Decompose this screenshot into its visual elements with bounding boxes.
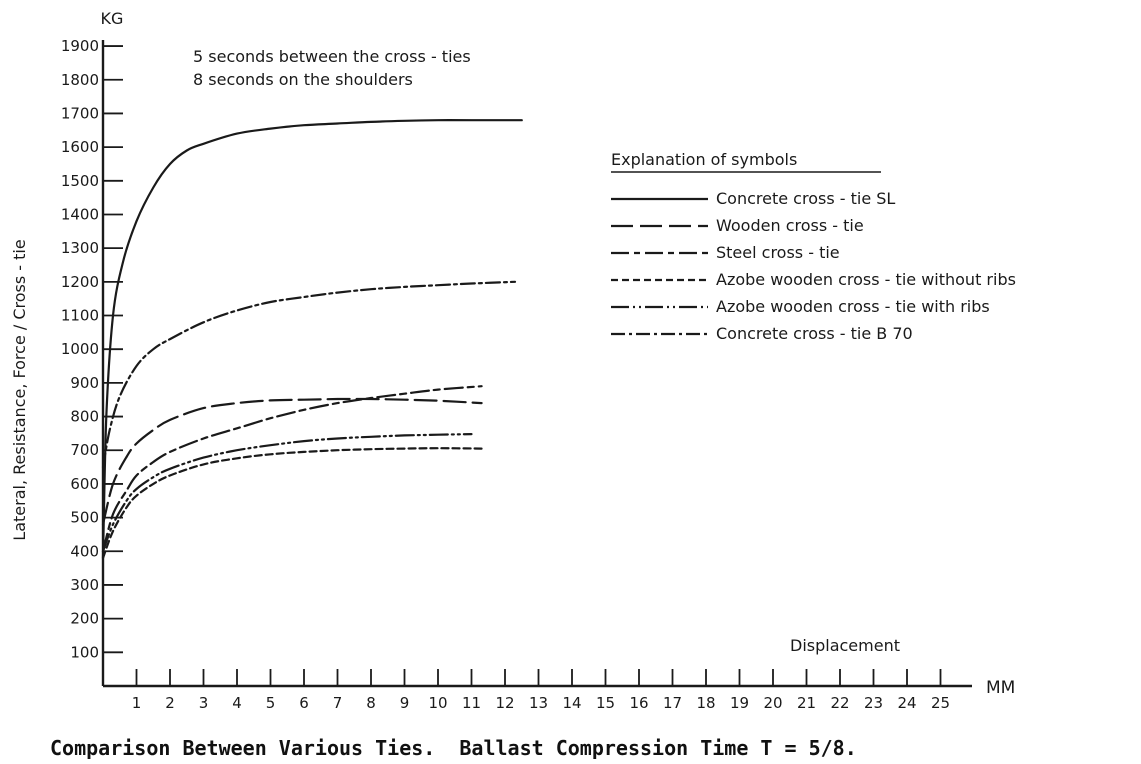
x-tick-label: 16	[629, 694, 648, 712]
x-tick-label: 25	[931, 694, 950, 712]
y-tick-label: 1900	[61, 37, 99, 55]
legend-title: Explanation of symbols	[611, 150, 797, 169]
x-tick-label: 23	[864, 694, 883, 712]
series-line-6	[101, 280, 517, 469]
series-line-4	[101, 447, 483, 560]
x-tick-label: 17	[663, 694, 682, 712]
x-tick-label: 1	[132, 694, 142, 712]
y-tick-label: 600	[70, 475, 99, 493]
note-line-1: 5 seconds between the cross - ties	[193, 47, 471, 66]
y-tick-label: 1300	[61, 239, 99, 257]
x-tick-label: 7	[333, 694, 343, 712]
y-tick-label: 1400	[61, 205, 99, 223]
x-tick-label: 14	[562, 694, 581, 712]
x-tick-label: 18	[696, 694, 715, 712]
figure-caption: Comparison Between Various Ties. Ballast…	[50, 736, 857, 760]
y-tick-label: 800	[70, 408, 99, 426]
x-ticks: 1 2 3 4 5 6 7 8 9 10 11 12 13 14 15 16 17 18 19 20 21 22 23 24 2…	[132, 669, 950, 712]
x-unit-label: MM	[986, 678, 1015, 698]
x-tick-label: 6	[299, 694, 309, 712]
y-tick-label: 1100	[61, 307, 99, 325]
series-layer	[101, 119, 523, 560]
y-tick-label: 700	[70, 441, 99, 459]
y-tick-label: 200	[70, 610, 99, 628]
x-tick-label: 24	[897, 694, 916, 712]
x-tick-label: 22	[830, 694, 849, 712]
legend-label-2: Wooden cross - tie	[716, 216, 864, 235]
x-tick-label: 2	[165, 694, 175, 712]
y-tick-label: 500	[70, 509, 99, 527]
y-tick-label: 100	[70, 643, 99, 661]
y-tick-label: 1800	[61, 71, 99, 89]
x-tick-label: 19	[730, 694, 749, 712]
y-tick-label: 1500	[61, 172, 99, 190]
legend-label-1: Concrete cross - tie SL	[716, 189, 895, 208]
series-line-5	[101, 433, 473, 553]
legend-label-5: Azobe wooden cross - tie with ribs	[716, 297, 990, 316]
series-line-2	[101, 397, 483, 526]
y-tick-label: 1600	[61, 138, 99, 156]
note-line-2: 8 seconds on the shoulders	[193, 70, 413, 89]
y-tick-label: 900	[70, 374, 99, 392]
x-tick-label: 11	[462, 694, 481, 712]
x-tick-label: 10	[428, 694, 447, 712]
x-tick-label: 15	[596, 694, 615, 712]
y-tick-label: 300	[70, 576, 99, 594]
y-tick-label: 1200	[61, 273, 99, 291]
x-tick-label: 21	[797, 694, 816, 712]
y-tick-label: 1700	[61, 104, 99, 122]
x-tick-label: 9	[400, 694, 410, 712]
legend-label-3: Steel cross - tie	[716, 243, 840, 262]
x-tick-label: 12	[495, 694, 514, 712]
y-tick-label: 1000	[61, 340, 99, 358]
y-unit-label: KG	[101, 9, 124, 28]
series-line-3	[101, 385, 483, 553]
series-line-1	[101, 119, 523, 560]
x-tick-label: 8	[366, 694, 376, 712]
x-tick-label: 20	[763, 694, 782, 712]
x-tick-label: 5	[266, 694, 276, 712]
y-tick-label: 400	[70, 542, 99, 560]
x-tick-label: 3	[199, 694, 209, 712]
legend-label-4: Azobe wooden cross - tie without ribs	[716, 270, 1016, 289]
y-axis-label: Lateral, Resistance, Force / Cross - tie	[10, 239, 29, 540]
x-tick-label: 4	[232, 694, 242, 712]
x-axis-label: Displacement	[790, 636, 900, 655]
legend-label-6: Concrete cross - tie B 70	[716, 324, 913, 343]
y-ticks: 100 200 300 400 500 600 700 800 900 1000 1100 1200 1…	[61, 37, 123, 661]
x-tick-label: 13	[529, 694, 548, 712]
legend: Explanation of symbols Concrete cross - …	[611, 150, 1016, 343]
